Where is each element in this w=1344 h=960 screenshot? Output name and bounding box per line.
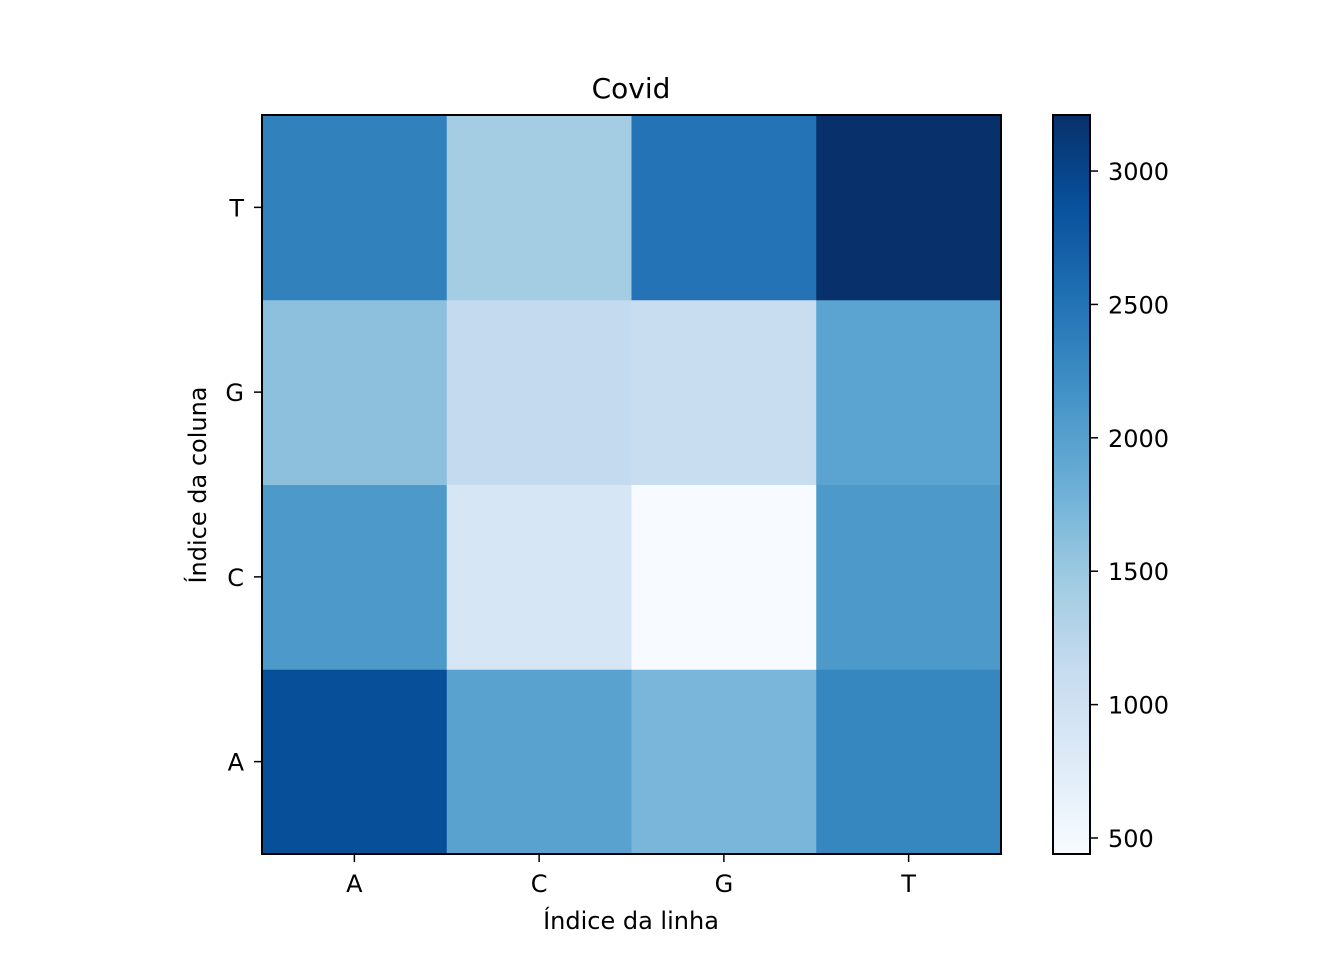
x-tick-label: T <box>900 870 916 898</box>
x-tick-label: A <box>346 870 363 898</box>
x-tick-label: C <box>531 870 548 898</box>
heatmap-cell-T-A <box>816 669 1002 855</box>
y-axis-label: Índice da coluna <box>183 386 212 583</box>
heatmap-cells <box>262 115 1002 855</box>
plot-frame <box>261 114 1002 855</box>
colorbar-tick-label: 1000 <box>1108 692 1169 720</box>
x-axis-label: Índice da linha <box>543 906 719 935</box>
heatmap-cell-C-G <box>446 299 632 485</box>
heatmap-cell-C-T <box>446 115 632 301</box>
heatmap-cell-G-T <box>631 115 817 301</box>
y-tick-label: G <box>225 379 244 407</box>
y-tick-label: T <box>228 194 244 222</box>
y-tick-label: C <box>227 564 244 592</box>
colorbar <box>1052 114 1091 855</box>
colorbar-tick-label: 1500 <box>1108 558 1169 586</box>
heatmap-cell-A-G <box>262 299 448 485</box>
colorbar-tick-label: 2000 <box>1108 425 1169 453</box>
heatmap-cell-A-T <box>262 115 448 301</box>
colorbar-tick-label: 500 <box>1108 825 1154 853</box>
colorbar-ticks: 500 1000 1500 2000 2500 3000 <box>1090 158 1169 853</box>
y-tick-label: A <box>228 749 245 777</box>
heatmap-cell-A-A <box>262 669 448 855</box>
heatmap-cell-T-G <box>816 299 1002 485</box>
colorbar-tick-label: 3000 <box>1108 158 1169 186</box>
heatmap-cell-C-A <box>446 669 632 855</box>
heatmap-cell-T-T <box>816 115 1002 301</box>
heatmap-cell-G-G <box>631 299 817 485</box>
heatmap-cell-T-C <box>816 484 1002 670</box>
heatmap-cell-G-C <box>631 484 817 670</box>
x-tick-label: G <box>715 870 734 898</box>
heatmap-cell-A-C <box>262 484 448 670</box>
colorbar-tick-label: 2500 <box>1108 291 1169 319</box>
heatmap-cell-G-A <box>631 669 817 855</box>
chart-title: Covid <box>592 72 671 105</box>
y-axis-ticks: A C G T <box>225 194 262 777</box>
heatmap-cell-C-C <box>446 484 632 670</box>
